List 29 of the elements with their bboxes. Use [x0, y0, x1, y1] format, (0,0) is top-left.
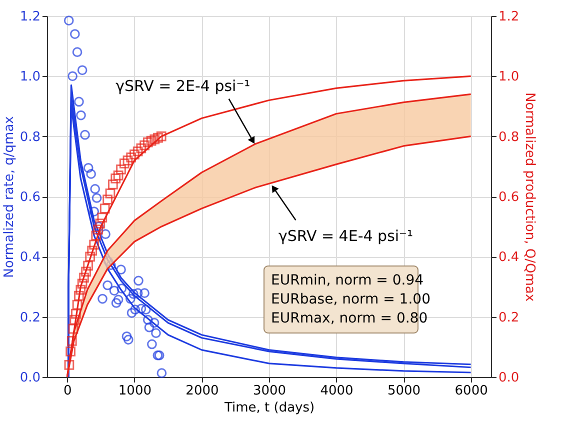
x-tick-label: 2000 [186, 384, 219, 398]
y2-tick-label: 0.8 [498, 130, 520, 145]
annotation: γSRV = 2E-4 psi⁻¹ [116, 76, 250, 95]
y-tick-label: 0.6 [20, 190, 40, 205]
x-axis-title: Time, t (days) [223, 400, 315, 416]
annotation: EURbase, norm = 1.00 [271, 292, 430, 308]
y-tick-label: 0.4 [20, 250, 40, 266]
annotation: EURmin, norm = 0.94 [271, 272, 424, 288]
y2-tick-label: 0.4 [498, 250, 520, 266]
y2-tick-label: 1.2 [498, 10, 520, 24]
x-tick-label: 4000 [320, 384, 354, 398]
y2-tick-label: 0.2 [498, 310, 520, 326]
y2-tick-label: 0.6 [498, 190, 520, 205]
x-tick-label: 0 [64, 384, 72, 398]
y-tick-label: 0.2 [20, 310, 40, 326]
x-tick-label: 6000 [454, 384, 488, 398]
annotation: γSRV = 4E-4 psi⁻¹ [278, 227, 413, 246]
x-tick-label: 5000 [388, 384, 421, 398]
y2-tick-label: 0.0 [498, 370, 520, 386]
x-tick-label: 1000 [118, 384, 152, 398]
y2-tick-label: 1.0 [498, 70, 520, 85]
y-axis-title: Normalized rate, q/qmax [2, 116, 17, 278]
x-tick-label: 3000 [252, 384, 286, 398]
y-tick-label: 1.0 [20, 70, 40, 85]
y-tick-label: 0.0 [20, 370, 40, 386]
y-tick-label: 0.8 [20, 130, 40, 145]
y2-axis-title: Normalized production, Q/Qmax [522, 92, 538, 302]
annotation: EURmax, norm = 0.80 [271, 310, 428, 326]
y-tick-label: 1.2 [20, 10, 40, 24]
